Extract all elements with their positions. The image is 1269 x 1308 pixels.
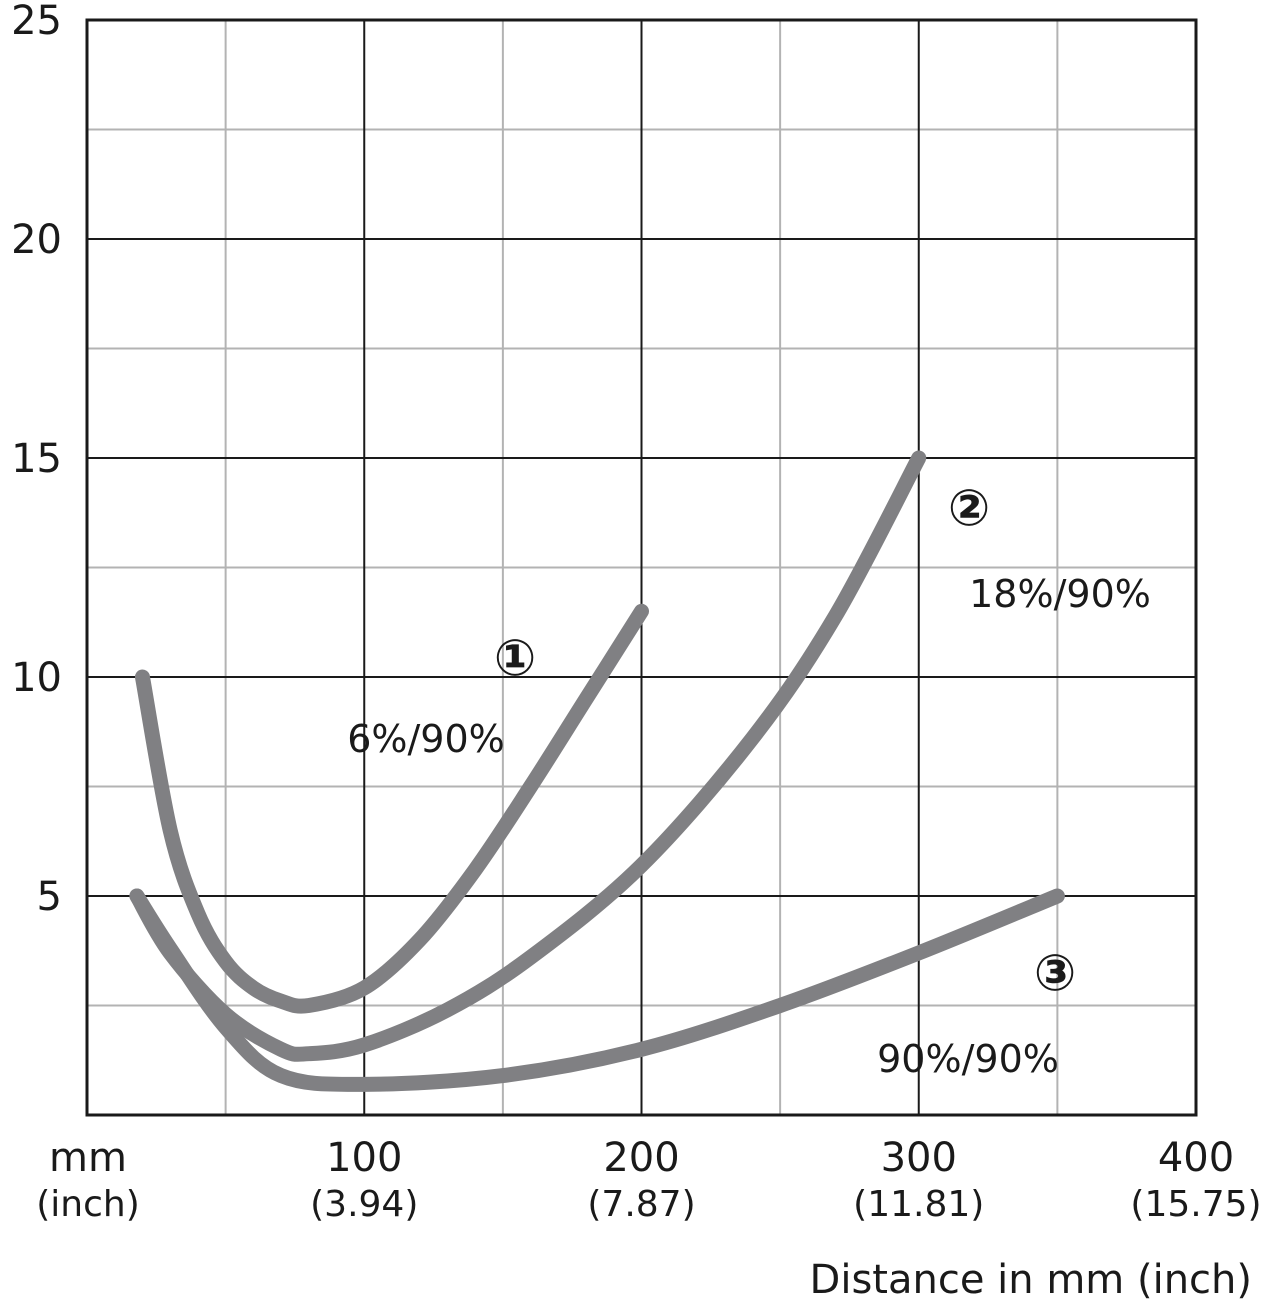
x-tick-sublabel: (15.75) — [1130, 1184, 1261, 1225]
y-tick-label: 10 — [11, 655, 62, 701]
y-tick-label: 15 — [11, 436, 62, 482]
series-layer — [129, 450, 1065, 1092]
series-2-marker: ② — [948, 479, 990, 537]
x-unit-label: mm — [49, 1135, 127, 1181]
y-tick-label: 25 — [11, 0, 62, 44]
plot-frame — [85, 18, 1198, 1117]
series-1-label: 6%/90% — [347, 717, 505, 761]
y-tick-label: 20 — [11, 217, 62, 263]
x-tick-label: 400 — [1158, 1135, 1234, 1181]
y-tick-label: 5 — [37, 874, 62, 920]
series-line-1 — [134, 603, 649, 1014]
x-tick-labels: 100(3.94) 200(7.87) 300(11.81) 400(15.75) — [310, 1135, 1261, 1225]
major-gridlines — [87, 20, 1196, 1115]
series-3-label: 90%/90% — [877, 1037, 1059, 1081]
series-line-3 — [129, 888, 1065, 1092]
x-tick-label: 100 — [326, 1135, 402, 1181]
x-tick-sublabel: (11.81) — [853, 1184, 984, 1225]
x-unit-sub-label: (inch) — [36, 1184, 140, 1225]
series-line-2 — [129, 450, 927, 1062]
x-tick-label: 200 — [603, 1135, 679, 1181]
series-1-marker: ① — [494, 629, 536, 687]
x-tick-sublabel: (3.94) — [310, 1184, 418, 1225]
series-2-label: 18%/90% — [969, 572, 1151, 616]
x-tick-label: 300 — [881, 1135, 957, 1181]
series-3-marker: ③ — [1034, 944, 1076, 1002]
x-tick-sublabel: (7.87) — [587, 1184, 695, 1225]
y-tick-labels: 5 10 15 20 25 — [11, 0, 62, 920]
x-axis-title: Distance in mm (inch) — [810, 1257, 1252, 1303]
